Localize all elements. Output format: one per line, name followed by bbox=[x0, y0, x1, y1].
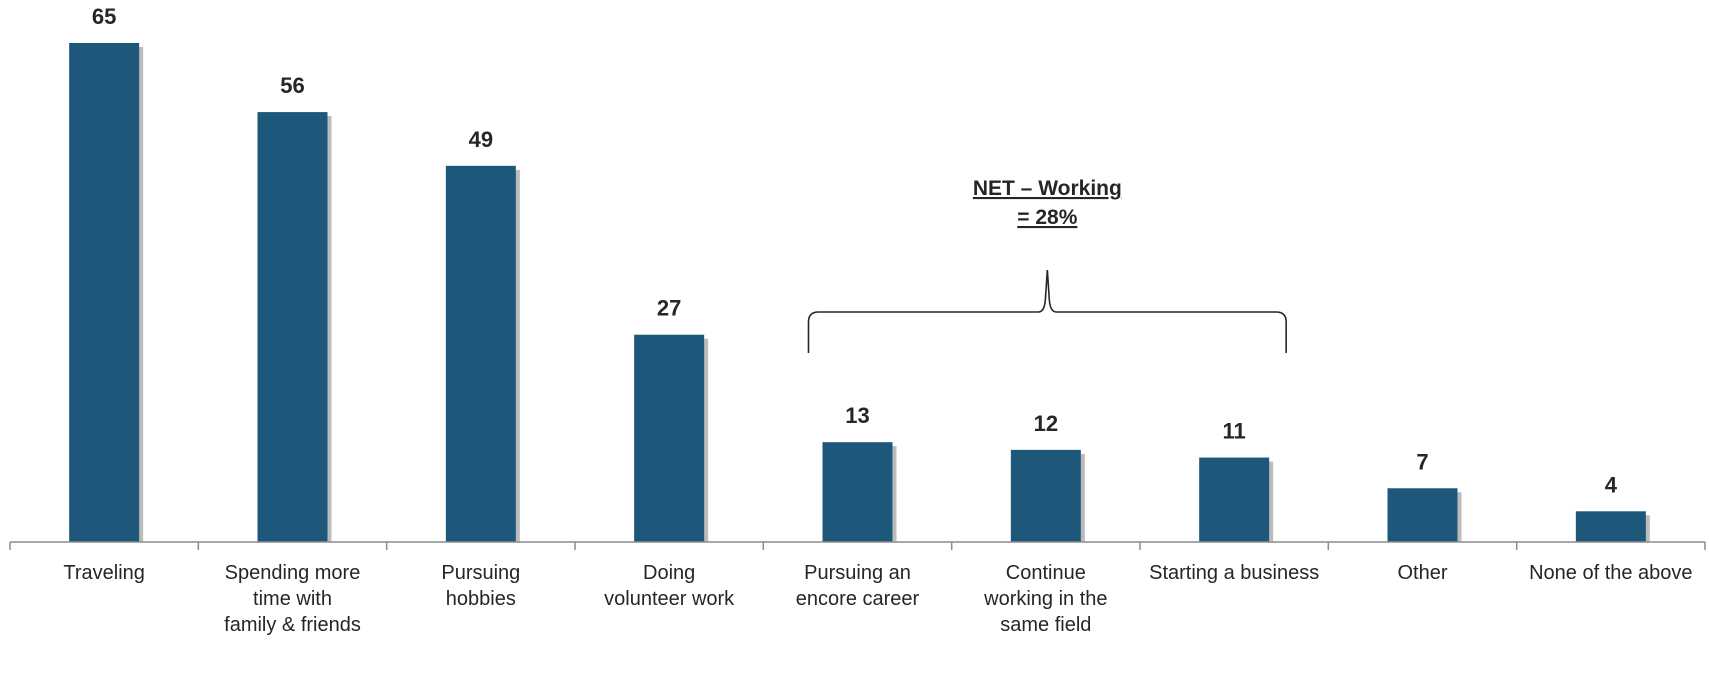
category-label: Starting a business bbox=[1149, 562, 1319, 584]
value-label: 12 bbox=[1034, 411, 1058, 436]
category-labels: Traveling Spending more time with family & … bbox=[63, 562, 1692, 636]
value-label: 65 bbox=[92, 4, 116, 29]
category-label-line: Traveling bbox=[63, 562, 145, 584]
value-labels: 65 56 49 27 13 12 11 7 4 bbox=[92, 4, 1618, 497]
category-label-line: None of the above bbox=[1529, 562, 1692, 584]
annotation-line-2: = 28% bbox=[1017, 206, 1077, 229]
category-label: Other bbox=[1397, 562, 1447, 584]
value-label: 27 bbox=[657, 296, 681, 321]
category-label-line: working in the bbox=[983, 588, 1107, 610]
category-label: Pursuing hobbies bbox=[441, 562, 520, 610]
category-label-line: Pursuing an bbox=[804, 562, 911, 584]
category-label-line: Starting a business bbox=[1149, 562, 1319, 584]
value-label: 4 bbox=[1605, 472, 1618, 497]
category-label-line: Pursuing bbox=[441, 562, 520, 584]
bar bbox=[445, 165, 516, 543]
bracket-brace bbox=[807, 269, 1287, 353]
bar bbox=[257, 112, 328, 542]
category-label-line: Other bbox=[1397, 562, 1447, 584]
bar bbox=[1575, 511, 1646, 542]
category-label: None of the above bbox=[1529, 562, 1692, 584]
category-label: Doing volunteer work bbox=[604, 562, 735, 610]
category-label-line: family & friends bbox=[224, 614, 361, 636]
x-axis bbox=[9, 541, 1706, 550]
category-label: Spending more time with family & friends bbox=[224, 562, 361, 636]
category-label: Pursuing an encore career bbox=[796, 562, 920, 610]
category-label-line: Spending more bbox=[225, 562, 361, 584]
category-label-line: volunteer work bbox=[604, 588, 735, 610]
category-label-line: encore career bbox=[796, 588, 920, 610]
bar bbox=[1199, 457, 1270, 542]
value-label: 13 bbox=[845, 403, 869, 428]
category-label-line: Continue bbox=[1006, 562, 1086, 584]
category-label: Continue working in the same field bbox=[983, 562, 1107, 636]
bar bbox=[1010, 449, 1081, 542]
category-label-line: same field bbox=[1000, 614, 1091, 636]
bar bbox=[822, 442, 893, 542]
value-label: 11 bbox=[1223, 419, 1246, 444]
category-label-line: time with bbox=[253, 588, 332, 610]
value-label: 56 bbox=[280, 73, 304, 98]
net-working-annotation: NET – Working = 28% bbox=[807, 177, 1287, 353]
bar bbox=[1387, 488, 1458, 542]
category-label-line: Doing bbox=[643, 562, 695, 584]
bar bbox=[69, 43, 140, 542]
bars bbox=[69, 43, 1646, 543]
value-label: 7 bbox=[1416, 449, 1428, 474]
value-label: 49 bbox=[469, 127, 493, 152]
category-label-line: hobbies bbox=[446, 588, 516, 610]
category-label: Traveling bbox=[63, 562, 145, 584]
bar bbox=[634, 334, 705, 542]
annotation-line-1: NET – Working bbox=[973, 177, 1122, 200]
